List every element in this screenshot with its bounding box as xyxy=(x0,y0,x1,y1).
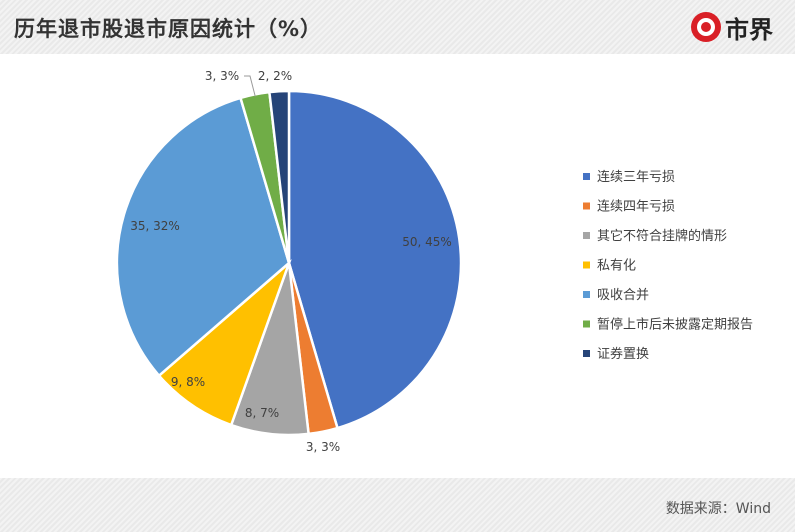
source-note: 数据来源：Wind xyxy=(665,501,771,517)
data-label: 9, 8% xyxy=(171,375,205,389)
legend-label: 证券置换 xyxy=(597,346,649,362)
data-label: 35, 32% xyxy=(130,219,180,233)
brand-logo: 市界 xyxy=(691,9,773,45)
pie-slice xyxy=(287,89,463,430)
legend-swatch xyxy=(583,202,590,210)
legend-label: 连续四年亏损 xyxy=(597,199,675,215)
data-label: 3, 3% xyxy=(306,440,340,454)
pie-slice xyxy=(268,89,291,264)
chart-area: 50, 45% 3, 3% 8, 7% 9, 8% 35, 32% 3, 3% 2, 2% … xyxy=(0,54,795,478)
header-banner: 历年退市股退市原因统计（%） 市界 xyxy=(0,0,795,54)
footer-banner: 数据来源：Wind xyxy=(0,478,795,532)
legend-label: 其它不符合挂牌的情形 xyxy=(597,228,727,244)
legend-swatch xyxy=(583,350,590,357)
chart-title: 历年退市股退市原因统计（%） xyxy=(14,17,323,41)
legend-swatch xyxy=(583,261,590,269)
legend-label: 暂停上市后未披露定期报告 xyxy=(597,317,753,333)
brand-logo-text: 市界 xyxy=(725,15,773,44)
legend-swatch xyxy=(583,232,590,239)
data-label: 3, 3% xyxy=(205,69,239,83)
legend-label: 私有化 xyxy=(597,259,636,274)
brand-logo-icon xyxy=(691,12,721,42)
data-label: 2, 2% xyxy=(258,69,292,83)
data-label: 50, 45% xyxy=(402,235,452,249)
legend-swatch xyxy=(583,291,590,298)
pie-chart: 50, 45%3, 3%8, 7%9, 8%35, 32%3, 3% 2, 2% … xyxy=(115,69,753,454)
legend-swatch xyxy=(583,320,590,328)
legend-label: 吸收合并 xyxy=(597,288,649,303)
data-labels: 50, 45% 3, 3% 8, 7% 9, 8% 35, 32% 3, 3% 2, 2% xyxy=(130,69,452,454)
pie-slice xyxy=(115,96,291,378)
legend: 连续三年亏损连续四年亏损其它不符合挂牌的情形私有化吸收合并暂停上市后未披露定期报… xyxy=(583,169,753,362)
leader-line xyxy=(244,75,256,97)
pie-slices xyxy=(115,89,463,437)
legend-label: 连续三年亏损 xyxy=(597,169,675,185)
legend-swatch xyxy=(583,173,590,180)
pie-slice xyxy=(157,258,292,427)
data-label: 8, 7% xyxy=(245,406,279,420)
leader-lines xyxy=(244,75,256,97)
